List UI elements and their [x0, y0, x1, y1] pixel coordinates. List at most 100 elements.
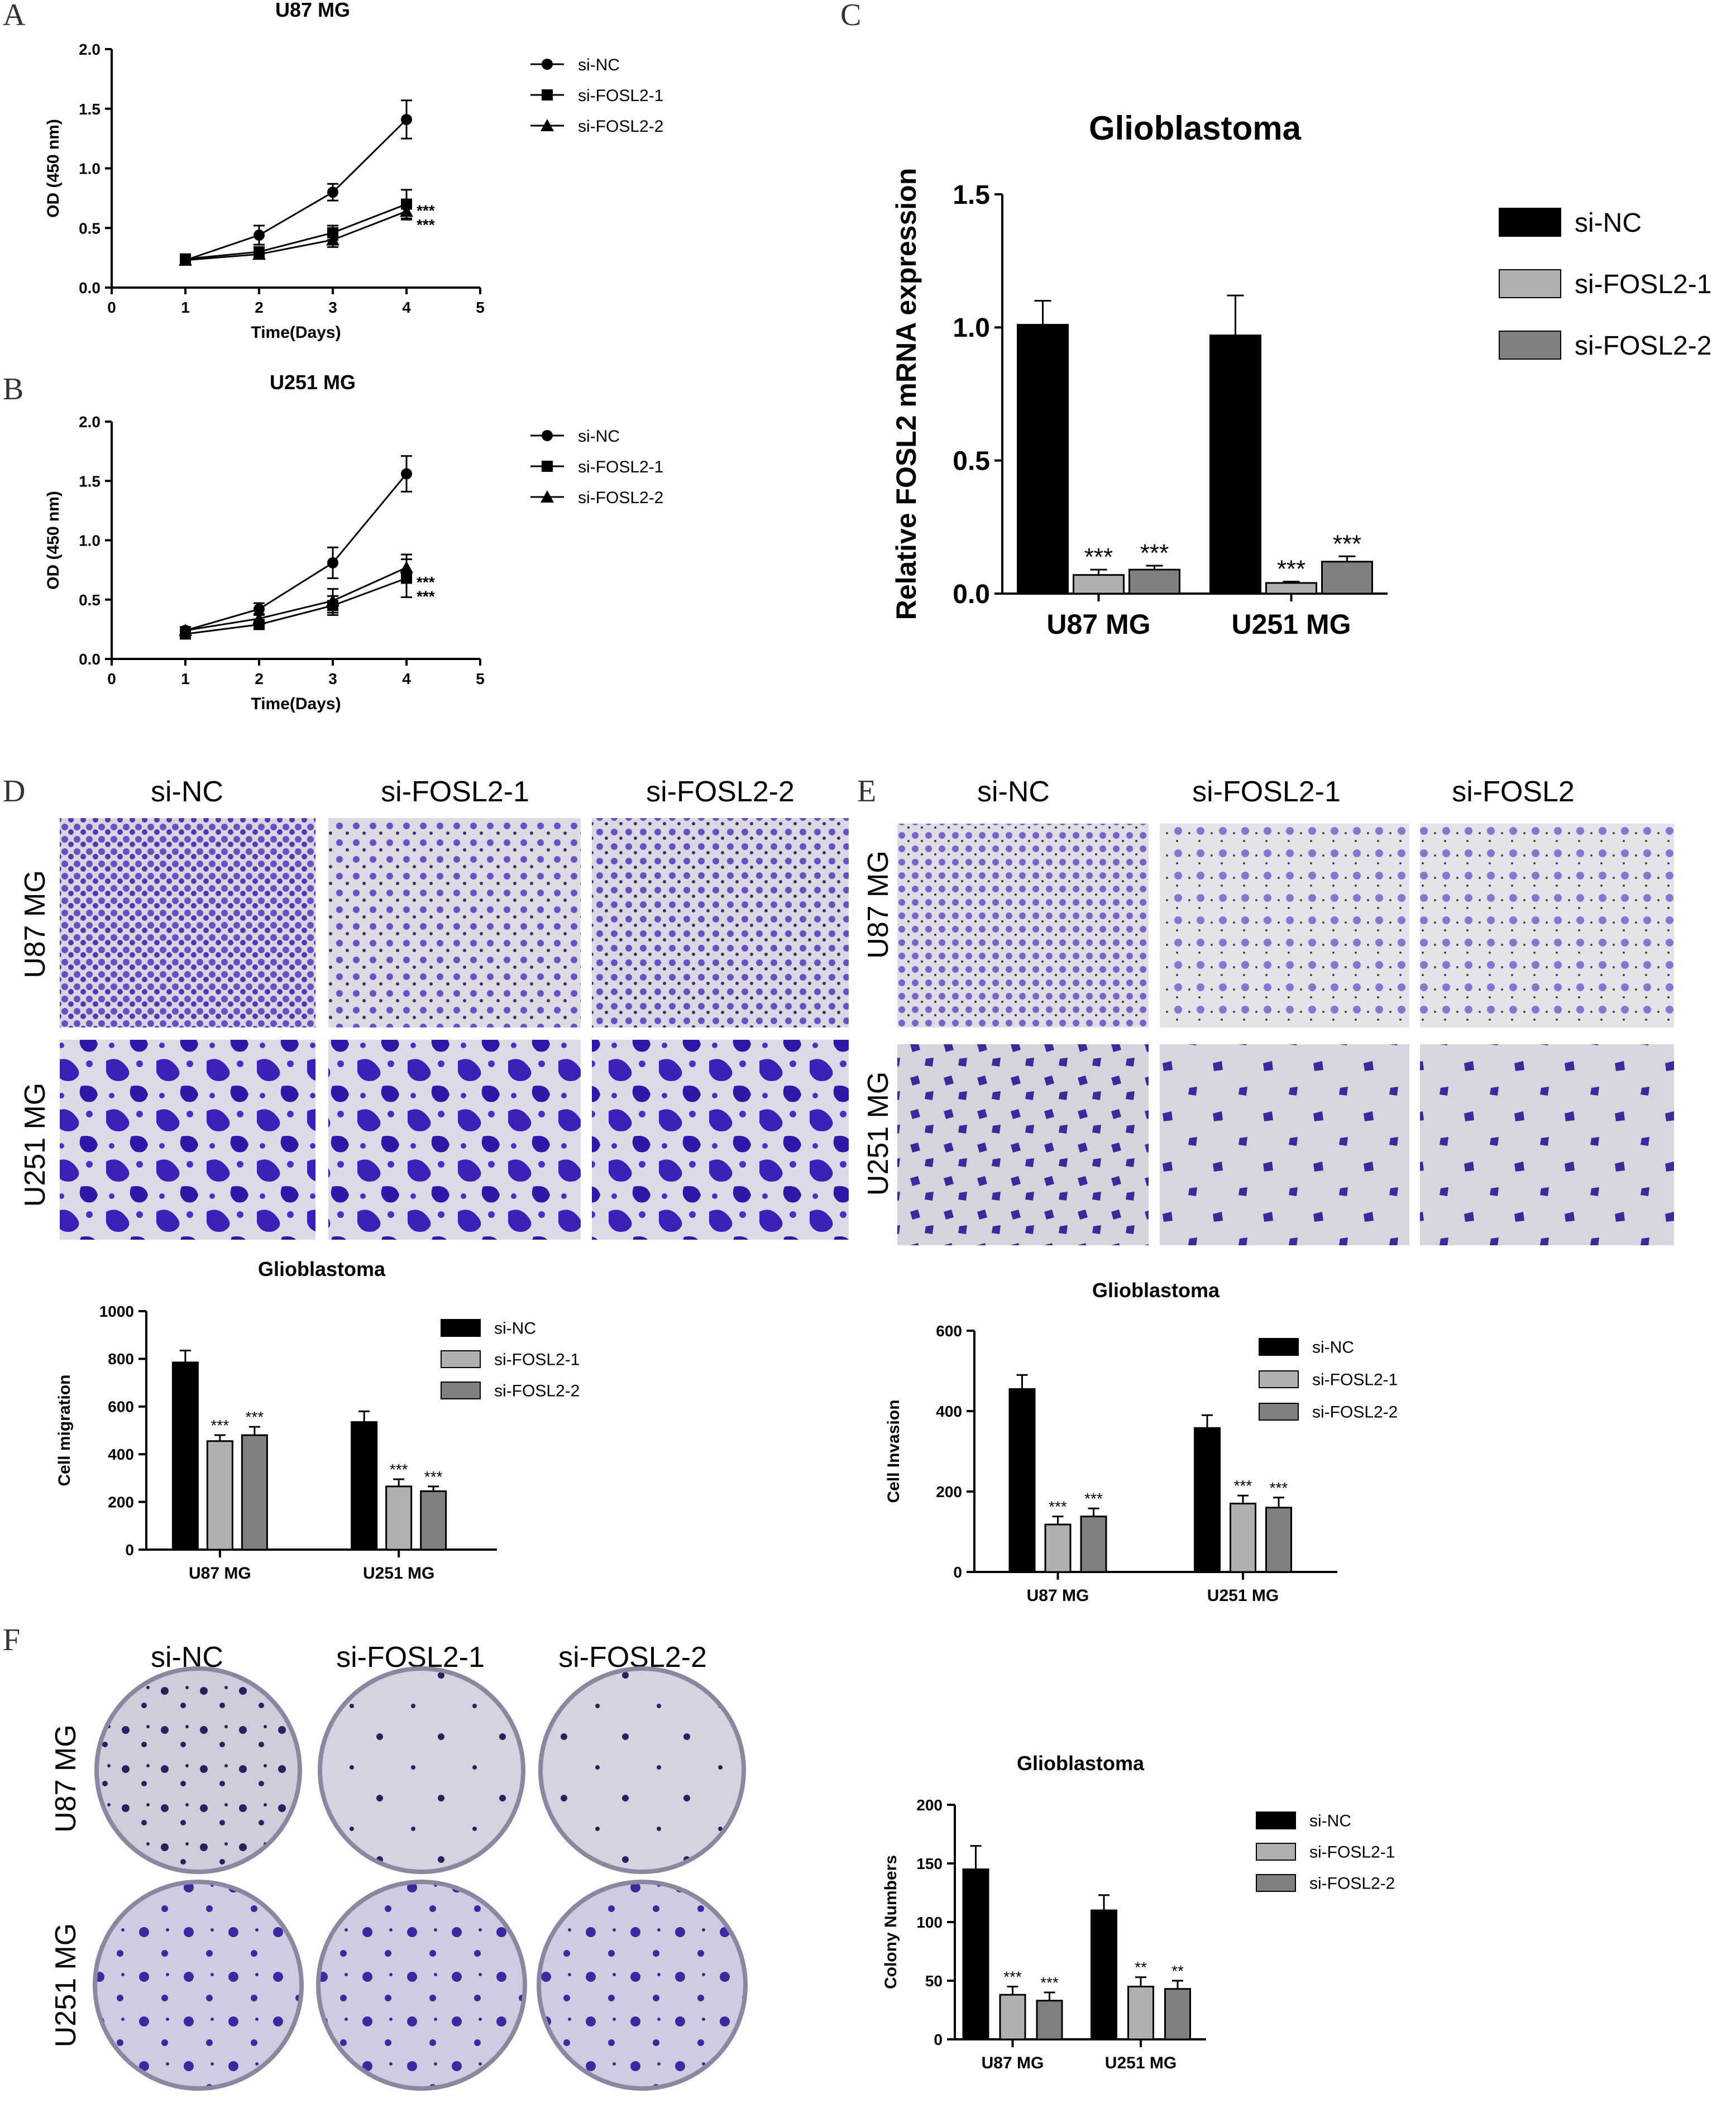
legend-label: si-FOSL2-2: [578, 117, 663, 136]
significance-label: ***: [1234, 1477, 1252, 1494]
panel-d-row-label: U87 MG: [19, 870, 51, 978]
series-line: [185, 210, 407, 261]
y-tick-label: 1.0: [953, 313, 990, 343]
x-tick-label: 0: [107, 299, 116, 316]
y-tick-label: 0.0: [79, 279, 101, 297]
y-tick-label: 0: [953, 1564, 962, 1581]
y-tick-label: 100: [916, 1914, 943, 1931]
culture-plate: [94, 1666, 302, 1874]
chart-title: Glioblastoma: [1089, 109, 1302, 147]
data-point: [326, 594, 339, 606]
data-point: [541, 119, 554, 131]
micrograph-image: [328, 1040, 581, 1240]
y-tick-label: 400: [936, 1403, 962, 1420]
significance-label: ***: [417, 588, 435, 605]
y-tick-label: 0: [125, 1541, 134, 1559]
bar: [1080, 1516, 1107, 1573]
bar: [1164, 1988, 1191, 2040]
x-tick-label: 0: [107, 670, 116, 687]
bar: [1209, 334, 1261, 595]
bar: [1321, 561, 1373, 595]
panel-letter-a: A: [3, 0, 26, 32]
x-axis-title: Time(Days): [251, 323, 341, 342]
x-tick-label: 1: [181, 670, 190, 687]
data-point: [401, 468, 412, 480]
series-line: [185, 203, 407, 260]
panel-letter-b: B: [3, 372, 23, 407]
legend-label: si-FOSL2-1: [1575, 270, 1711, 299]
x-tick-label: U87 MG: [982, 2054, 1044, 2072]
y-axis-title: OD (450 nm): [44, 119, 63, 218]
significance-label: ***: [1049, 1498, 1067, 1516]
data-point: [542, 430, 553, 441]
chart-a-u87-line: U87 MG 0 1 2 3 4 5 0.0 0.5 1.0 1.5 2.0 Time(Days) OD …: [44, 0, 663, 342]
legend-label: si-FOSL2-2: [494, 1382, 580, 1401]
legend-swatch: [1499, 269, 1561, 298]
x-tick-label: 2: [255, 670, 264, 687]
y-tick-label: 1.0: [79, 160, 101, 178]
y-tick-label: 0.0: [79, 651, 101, 668]
panel-e-col-label: si-FOSL2-1: [1192, 776, 1341, 808]
panel-e-col-label: si-FOSL2: [1452, 776, 1575, 808]
legend-label: si-FOSL2-1: [494, 1351, 580, 1369]
panel-letter-c: C: [840, 0, 861, 32]
micrograph-image: [897, 824, 1149, 1027]
legend-swatch: [1499, 208, 1561, 237]
panel-letter-e: E: [857, 774, 876, 809]
y-tick-label: 1000: [99, 1303, 134, 1320]
x-tick-label: 1: [181, 299, 190, 316]
significance-label: ***: [1270, 1479, 1288, 1497]
y-tick-label: 2.0: [79, 41, 101, 58]
panel-d-col-label: si-NC: [151, 776, 223, 808]
x-tick-label: U251 MG: [1207, 1586, 1279, 1605]
y-tick-label: 1.5: [953, 180, 990, 210]
micrograph-image: [1420, 1044, 1674, 1245]
legend-label: si-NC: [1575, 208, 1642, 238]
bar: [1194, 1427, 1221, 1573]
data-point: [179, 624, 192, 636]
legend-swatch: [441, 1350, 481, 1368]
y-tick-label: 0.5: [953, 446, 990, 476]
significance-label: ***: [390, 1461, 408, 1478]
bar: [1128, 568, 1180, 595]
legend-label: si-FOSL2-2: [1575, 331, 1711, 361]
x-tick-label: U87 MG: [1046, 609, 1150, 640]
bar: [385, 1485, 413, 1551]
legend-label: si-NC: [494, 1320, 536, 1338]
panel-d-col-label: si-FOSL2-1: [381, 776, 529, 808]
x-tick-label: 3: [328, 299, 337, 316]
y-tick-label: 0: [934, 2031, 943, 2048]
micrograph-image: [1420, 824, 1674, 1027]
y-tick-label: 50: [925, 1972, 943, 1990]
chart-b-u251-line: U251 MG 0 1 2 3 4 5 0.0 0.5 1.0 1.5 2.0 Time(Days) OD…: [44, 371, 663, 713]
legend-label: si-FOSL2-2: [578, 489, 663, 507]
significance-label: **: [1171, 1962, 1184, 1980]
panel-e-col-label: si-NC: [977, 776, 1050, 808]
bar: [1265, 1507, 1292, 1573]
panel-letter-f: F: [3, 1623, 20, 1657]
panel-e-row-label: U251 MG: [862, 1072, 895, 1196]
culture-plate: [538, 1666, 746, 1874]
panel-f-row-label: U251 MG: [50, 1923, 82, 2048]
legend-label: si-FOSL2-1: [1312, 1371, 1398, 1389]
micrograph-image: [1160, 824, 1409, 1027]
significance-label: ***: [1003, 1968, 1022, 1986]
chart-d-migration-bar: Glioblastoma 0 200 400 600 800 1000 Cell migrat…: [55, 1258, 580, 1583]
significance-label: ***: [1084, 1490, 1103, 1507]
data-point: [542, 59, 553, 70]
micrograph-image: [897, 1044, 1149, 1245]
x-tick-label: 4: [402, 299, 411, 316]
series-line: [185, 577, 407, 635]
y-axis-title: Cell migration: [55, 1374, 74, 1486]
legend-label: si-FOSL2-2: [1312, 1403, 1398, 1422]
bar: [1036, 2000, 1063, 2040]
significance-label: ***: [417, 216, 435, 233]
chart-e-invasion-bar: Glioblastoma 0 200 400 600 Cell Invasion *** **…: [884, 1279, 1398, 1605]
legend-swatch: [1259, 1338, 1299, 1356]
significance-label: **: [1135, 1959, 1147, 1976]
data-point: [542, 461, 553, 472]
chart-title: U87 MG: [275, 0, 350, 21]
significance-label: ***: [1333, 530, 1361, 557]
bar: [999, 1994, 1026, 2040]
bar: [1127, 1986, 1154, 2040]
